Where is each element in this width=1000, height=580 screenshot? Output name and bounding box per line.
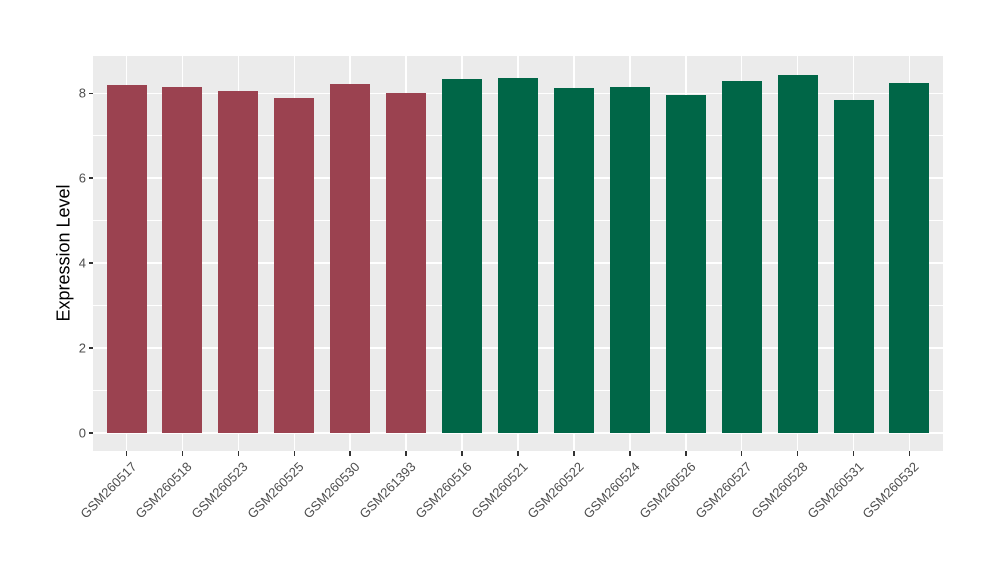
bar-GSM260530 — [330, 84, 371, 433]
x-tick-label: GSM260527 — [692, 459, 755, 522]
bar-GSM260524 — [609, 86, 650, 433]
bar-GSM260528 — [777, 74, 818, 433]
x-tick-mark — [293, 451, 296, 456]
gridline-major — [93, 432, 943, 434]
x-tick-label: GSM260521 — [468, 459, 531, 522]
plot-panel — [93, 56, 943, 451]
bar-GSM260531 — [833, 99, 874, 433]
x-tick-mark — [181, 451, 184, 456]
bar-GSM260521 — [498, 78, 538, 433]
x-tick-label: GSM260524 — [580, 459, 643, 522]
x-tick-mark — [796, 451, 799, 456]
y-tick-label: 2 — [78, 340, 86, 356]
x-tick-label: GSM260522 — [524, 459, 587, 522]
x-tick-mark — [740, 451, 743, 456]
x-tick-mark — [517, 451, 519, 456]
bar-GSM260527 — [721, 80, 762, 433]
x-tick-label: GSM260523 — [188, 459, 251, 522]
y-tick-mark — [88, 432, 93, 434]
x-tick-label: GSM261393 — [356, 459, 419, 522]
y-axis-title: Expression Level — [53, 184, 74, 322]
x-tick-mark — [629, 451, 631, 456]
x-tick-mark — [852, 451, 855, 456]
y-tick-mark — [88, 92, 93, 95]
bar-GSM260518 — [162, 86, 203, 433]
x-tick-label: GSM260531 — [803, 459, 867, 522]
bar-GSM261393 — [386, 93, 427, 433]
x-tick-mark — [461, 451, 463, 456]
x-tick-mark — [237, 451, 240, 456]
x-tick-mark — [573, 451, 575, 456]
bar-GSM260517 — [106, 84, 147, 433]
y-tick-mark — [88, 177, 93, 179]
x-tick-label: GSM260525 — [244, 459, 307, 522]
bar-GSM260525 — [274, 97, 315, 433]
y-tick-label: 4 — [78, 255, 86, 271]
y-tick-label: 0 — [78, 425, 86, 441]
x-tick-label: GSM260530 — [300, 459, 363, 522]
bar-GSM260532 — [889, 82, 930, 433]
y-tick-label: 8 — [78, 85, 86, 101]
x-tick-label: GSM260518 — [132, 459, 196, 522]
x-tick-mark — [125, 451, 128, 456]
x-tick-label: GSM260526 — [636, 459, 699, 522]
bar-GSM260526 — [665, 94, 706, 433]
x-tick-label: GSM260517 — [76, 459, 140, 522]
x-tick-mark — [908, 451, 911, 456]
x-tick-mark — [405, 451, 407, 456]
bar-GSM260522 — [553, 88, 594, 433]
x-tick-mark — [349, 451, 351, 456]
x-tick-label: GSM260528 — [747, 459, 811, 522]
y-tick-label: 6 — [78, 170, 86, 186]
y-tick-mark — [88, 262, 93, 264]
x-tick-mark — [685, 451, 687, 456]
y-tick-mark — [88, 347, 93, 349]
x-tick-label: GSM260516 — [412, 459, 475, 522]
x-tick-label: GSM260532 — [859, 459, 923, 522]
bar-GSM260523 — [218, 91, 259, 433]
bar-GSM260516 — [442, 78, 483, 433]
